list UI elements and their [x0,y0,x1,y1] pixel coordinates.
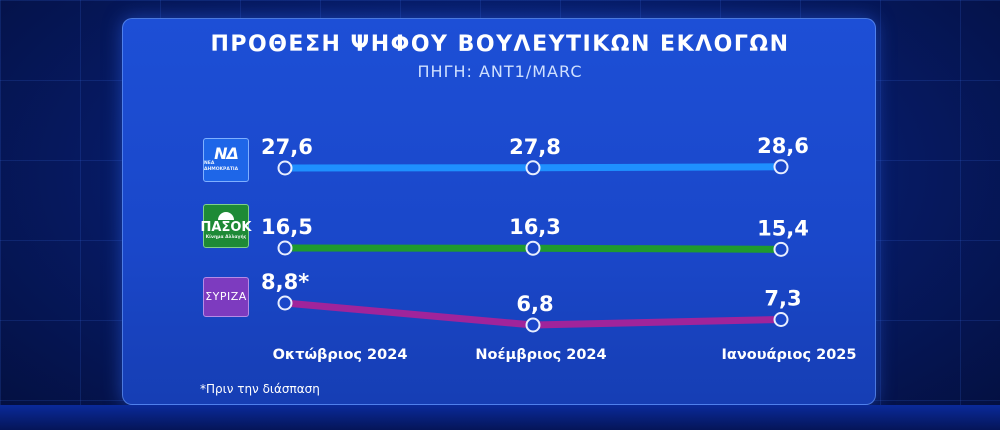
data-point [525,317,541,333]
data-point [773,312,789,327]
data-point [277,240,293,256]
nd-logo: ΝΔ ΝΕΑ ΔΗΜΟΚΡΑΤΙΑ [203,138,249,182]
data-label: 27,8 [509,135,561,159]
data-point [277,295,293,311]
data-label: 28,6 [757,134,809,158]
data-label: 16,3 [509,215,561,239]
data-label: 6,8 [516,292,553,316]
footnote: *Πριν την διάσπαση [200,382,320,396]
data-point [525,160,541,176]
x-tick-label: Νοέμβριος 2024 [475,347,606,363]
data-label: 16,5 [261,215,313,239]
pasok-logo: ΠΑΣΟΚ Κίνημα Αλλαγής [200,204,252,248]
syriza-logo: ΣΥΡΙΖΑ [203,277,249,317]
data-label: 8,8* [261,270,309,294]
data-point [525,240,541,256]
floor [0,405,1000,430]
nd-logo-text: ΝΔ [214,144,239,163]
data-point [277,160,293,176]
syriza-logo-text: ΣΥΡΙΖΑ [205,290,247,303]
x-tick-label: Ιανουάριος 2025 [722,347,857,363]
data-label: 7,3 [764,287,801,311]
chart-subtitle: ΠΗΓΗ: ANT1/MARC [417,62,583,81]
pasok-logo-subtext: Κίνημα Αλλαγής [205,234,247,240]
data-label: 15,4 [757,216,809,240]
data-point [773,159,789,175]
sun-icon [218,211,234,220]
data-label: 27,6 [261,135,313,159]
data-point [773,241,789,257]
chart-title: ΠΡΟΘΕΣΗ ΨΗΦΟΥ ΒΟΥΛΕΥΤΙΚΩΝ ΕΚΛΟΓΩΝ [210,32,790,57]
x-tick-label: Οκτώβριος 2024 [273,347,408,363]
nd-logo-subtext: ΝΕΑ ΔΗΜΟΚΡΑΤΙΑ [204,161,239,172]
pasok-logo-text: ΠΑΣΟΚ [200,219,252,235]
